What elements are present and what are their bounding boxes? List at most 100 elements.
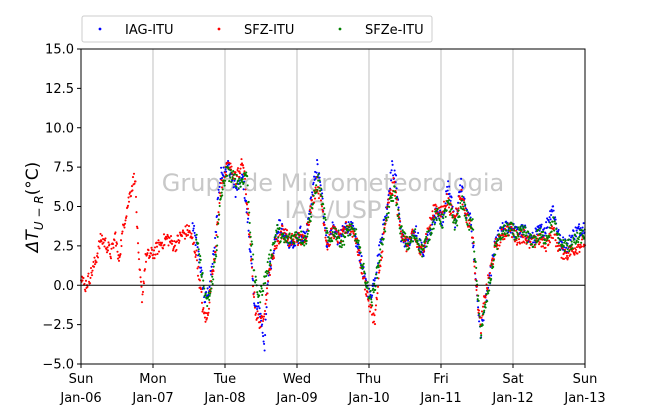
point-SFZe-ITU-546 (468, 228, 471, 231)
point-SFZ-ITU-558 (358, 260, 362, 263)
axes-layer: −5.0 −2.5 0.0 2.5 5.0 7.5 10.0 12.5 15.0 Sun Jan-0… (42, 43, 605, 407)
point-SFZ-ITU-33 (96, 252, 99, 255)
point-SFZe-ITU-461 (425, 245, 428, 248)
point-SFZe-ITU-360 (375, 273, 378, 276)
point-SFZ-ITU-974 (566, 256, 570, 259)
point-SFZe-ITU-449 (419, 251, 422, 254)
point-SFZ-ITU-388 (273, 245, 277, 248)
point-SFZ-ITU-805 (482, 302, 485, 305)
point-SFZ-ITU-961 (560, 256, 563, 259)
point-SFZe-ITU-7 (198, 261, 201, 264)
point-IAG-ITU-706 (544, 232, 547, 235)
point-SFZe-ITU-43 (216, 235, 219, 238)
point-SFZe-ITU-272 (331, 240, 334, 243)
point-SFZ-ITU-229 (194, 255, 197, 259)
point-SFZe-ITU-611 (500, 226, 503, 229)
point-IAG-ITU-298 (340, 235, 343, 238)
x-tick-label-date-2: Jan-08 (203, 391, 245, 406)
point-SFZe-ITU-737 (563, 249, 566, 253)
point-SFZe-ITU-389 (389, 195, 392, 198)
point-SFZ-ITU-72 (115, 242, 119, 245)
point-SFZe-ITU-37 (213, 261, 216, 264)
point-SFZe-ITU-129 (259, 290, 262, 293)
point-SFZ-ITU-637 (398, 224, 401, 227)
point-SFZ-ITU-154 (156, 241, 160, 244)
point-SFZe-ITU-706 (548, 236, 551, 239)
point-SFZ-ITU-557 (358, 249, 361, 252)
point-SFZe-ITU-134 (262, 289, 265, 293)
point-SFZ-ITU-348 (253, 306, 257, 309)
point-SFZe-ITU-684 (537, 228, 540, 232)
point-SFZe-ITU-298 (344, 235, 347, 239)
x-tick-label-day-4: Thu (356, 372, 381, 387)
point-SFZe-ITU-301 (345, 225, 348, 228)
point-SFZe-ITU-206 (298, 234, 301, 237)
point-SFZ-ITU-504 (331, 225, 335, 228)
point-IAG-ITU-254 (318, 176, 321, 179)
point-SFZe-ITU-66 (228, 180, 231, 183)
point-SFZ-ITU-740 (449, 212, 453, 215)
x-tick-label-date-7: Jan-13 (563, 391, 605, 406)
point-SFZe-ITU-294 (342, 240, 345, 243)
point-SFZe-ITU-237 (313, 189, 316, 192)
point-SFZe-ITU-697 (543, 239, 546, 242)
point-SFZe-ITU-105 (247, 200, 250, 204)
point-SFZe-ITU-131 (260, 287, 263, 290)
point-SFZe-ITU-176 (283, 241, 286, 244)
point-SFZ-ITU-34 (96, 256, 100, 259)
point-SFZ-ITU-156 (157, 250, 161, 253)
point-SFZe-ITU-53 (221, 188, 224, 191)
point-SFZe-ITU-150 (270, 256, 273, 259)
point-SFZe-ITU-316 (353, 234, 356, 237)
point-SFZ-ITU-480 (319, 199, 323, 202)
point-SFZ-ITU-411 (285, 233, 288, 236)
point-SFZ-ITU-787 (473, 265, 476, 268)
point-SFZe-ITU-487 (438, 219, 441, 222)
point-IAG-ITU-205 (294, 244, 297, 247)
point-SFZ-ITU-511 (335, 229, 338, 232)
point-SFZ-ITU-930 (544, 250, 548, 253)
point-SFZe-ITU-235 (312, 194, 315, 197)
point-SFZe-ITU-557 (473, 257, 476, 260)
point-IAG-ITU-573 (478, 320, 481, 323)
point-SFZe-ITU-555 (472, 240, 475, 244)
point-SFZe-ITU-703 (546, 237, 549, 240)
point-SFZe-ITU-242 (316, 188, 319, 191)
point-SFZ-ITU-588 (373, 323, 377, 326)
point-IAG-ITU-2 (192, 227, 195, 230)
point-SFZe-ITU-655 (522, 233, 525, 236)
point-IAG-ITU-139 (261, 323, 264, 326)
point-SFZe-ITU-286 (338, 236, 341, 240)
point-SFZe-ITU-736 (563, 241, 566, 244)
point-SFZ-ITU-221 (190, 232, 193, 235)
point-SFZe-ITU-671 (530, 243, 533, 246)
point-SFZ-ITU-213 (186, 229, 189, 232)
point-SFZ-ITU-125 (142, 280, 145, 283)
point-SFZe-ITU-56 (223, 182, 226, 185)
point-SFZe-ITU-765 (577, 238, 580, 241)
point-SFZe-ITU-333 (361, 264, 364, 267)
point-SFZe-ITU-527 (458, 215, 461, 218)
point-SFZe-ITU-660 (525, 231, 528, 234)
point-SFZe-ITU-256 (323, 207, 326, 210)
point-SFZe-ITU-93 (241, 178, 244, 181)
point-IAG-ITU-18 (200, 269, 203, 272)
point-SFZe-ITU-679 (534, 235, 537, 238)
point-IAG-ITU-697 (540, 225, 543, 228)
point-SFZe-ITU-299 (344, 231, 347, 234)
point-SFZ-ITU-353 (256, 310, 259, 313)
point-SFZe-ITU-373 (381, 243, 384, 246)
point-SFZe-ITU-569 (479, 336, 482, 339)
point-IAG-ITU-364 (373, 279, 376, 282)
point-SFZ-ITU-514 (336, 241, 340, 244)
point-SFZe-ITU-273 (331, 231, 334, 234)
point-SFZe-ITU-339 (364, 282, 367, 285)
point-SFZ-ITU-254 (206, 313, 210, 317)
point-SFZe-ITU-386 (388, 205, 391, 208)
point-SFZ-ITU-271 (215, 234, 218, 237)
point-IAG-ITU-34 (208, 285, 211, 288)
point-IAG-ITU-114 (248, 248, 251, 251)
point-IAG-ITU-25 (204, 301, 207, 304)
point-SFZ-ITU-350 (254, 312, 258, 315)
point-SFZ-ITU-527 (343, 227, 346, 230)
